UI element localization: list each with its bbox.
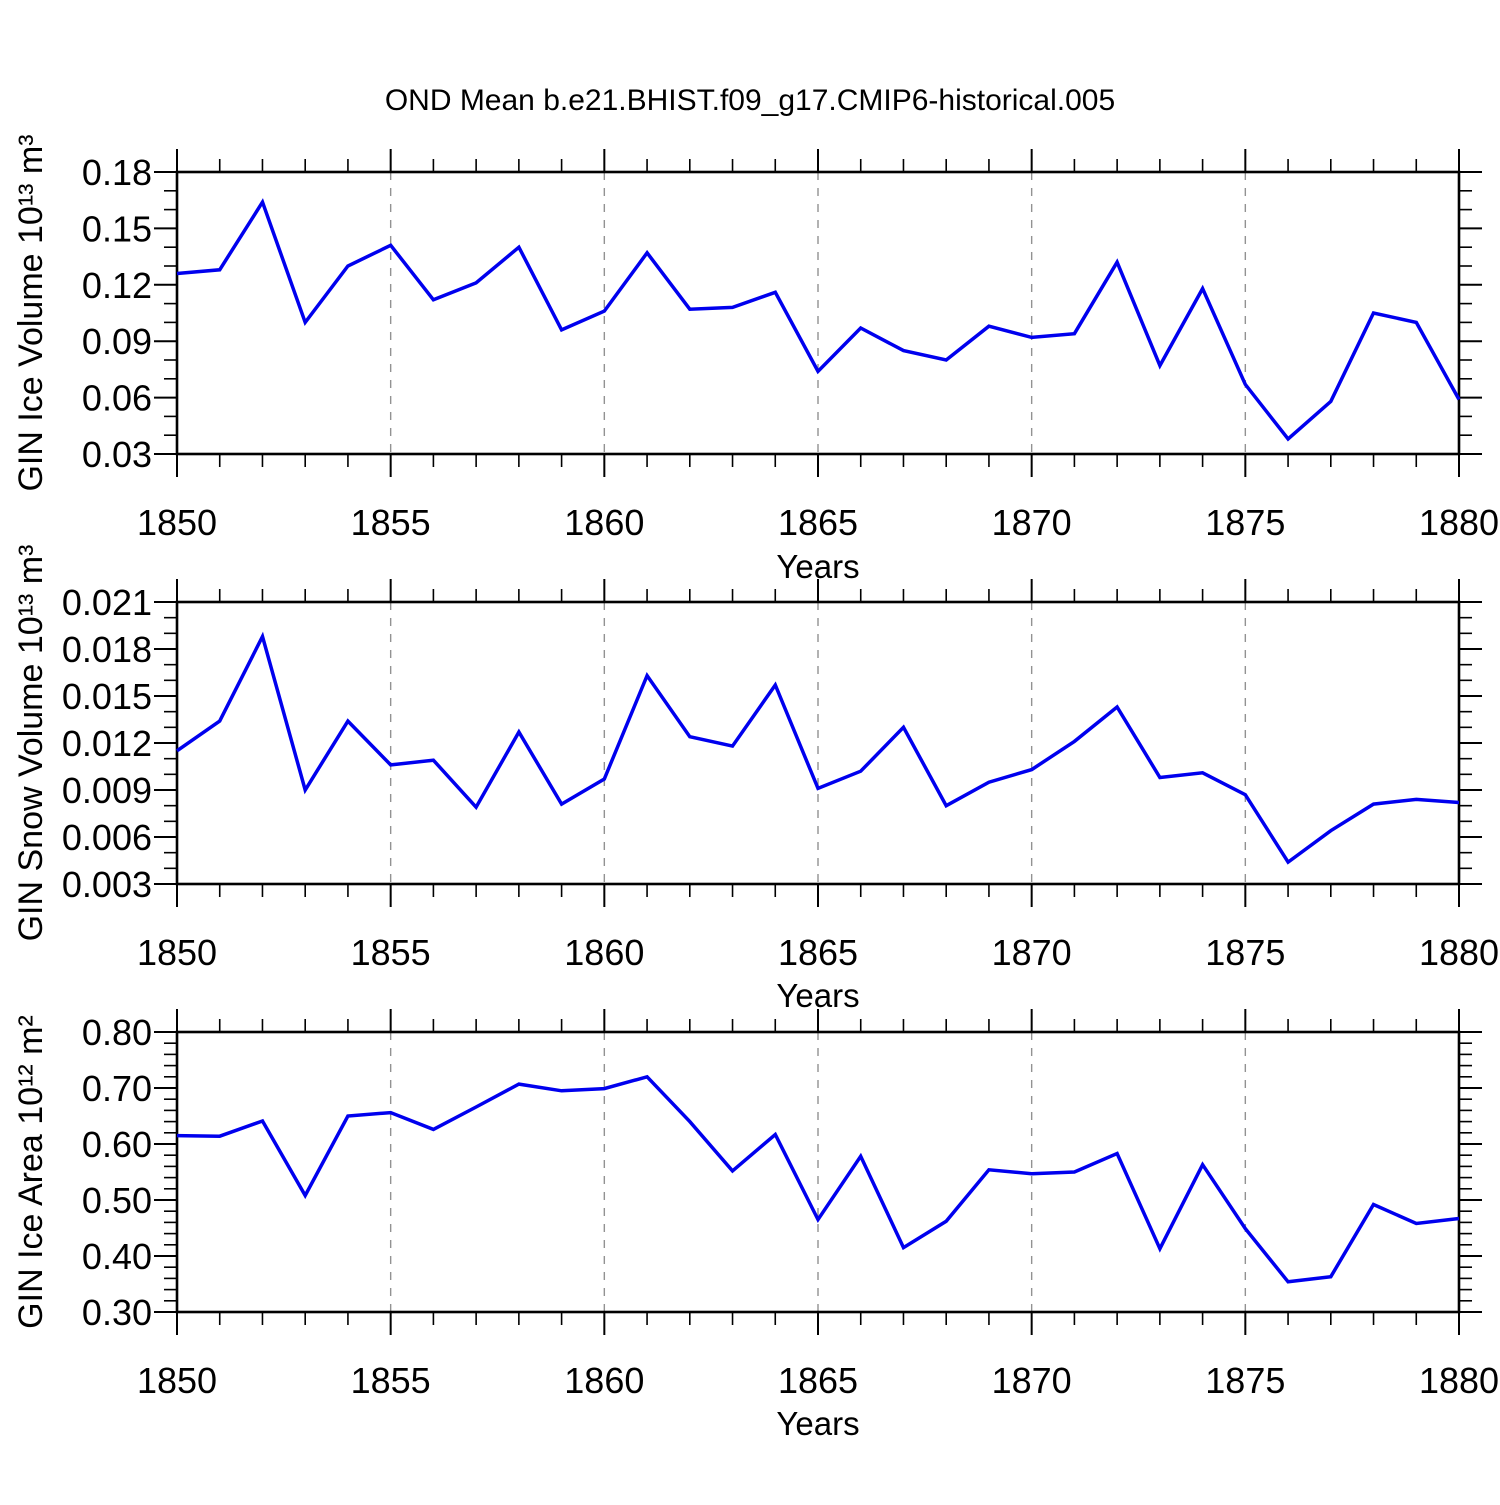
- y-tick-label: 0.009: [62, 770, 152, 811]
- x-tick-label: 1850: [137, 932, 217, 973]
- y-tick-label: 0.15: [82, 208, 152, 249]
- y-tick-label: 0.006: [62, 817, 152, 858]
- plot-frame: [175, 600, 1461, 886]
- x-tick-label: 1875: [1205, 1360, 1285, 1401]
- x-tick-label: 1865: [778, 932, 858, 973]
- page-title: OND Mean b.e21.BHIST.f09_g17.CMIP6-histo…: [385, 84, 1115, 117]
- x-tick-label: 1850: [137, 502, 217, 543]
- y-tick-label: 0.003: [62, 864, 152, 905]
- x-tick-label: 1880: [1419, 502, 1499, 543]
- x-tick-label: 1855: [351, 1360, 431, 1401]
- y-tick-label: 0.80: [82, 1012, 152, 1053]
- y-tick-label: 0.12: [82, 265, 152, 306]
- y-tick-label: 0.09: [82, 321, 152, 362]
- gin-ice-volume-chart: 0.18 0.15 0.12 0.09 0.06 0.03 1850 1855 1860 1865…: [82, 149, 1499, 543]
- y-tick-label: 0.30: [82, 1292, 152, 1333]
- data-line: [176, 198, 1461, 442]
- years-label-middle: Years: [776, 977, 859, 1014]
- years-label-top: Years: [776, 548, 859, 585]
- gin-snow-volume-chart: 0.021 0.018 0.015 0.012 0.009 0.006 0.003 1850 1…: [62, 579, 1499, 973]
- y-tick-label: 0.021: [62, 582, 152, 623]
- x-tick-label: 1880: [1419, 932, 1499, 973]
- x-tick-label: 1870: [992, 502, 1072, 543]
- plot-frame: [175, 170, 1461, 456]
- y-tick-label: 0.015: [62, 676, 152, 717]
- x-tick-label: 1860: [564, 932, 644, 973]
- x-tick-label: 1870: [992, 1360, 1072, 1401]
- ice-area-axis-title: GIN Ice Area 10¹² m²: [12, 1015, 50, 1329]
- x-tick-label: 1865: [778, 1360, 858, 1401]
- y-tick-label: 0.40: [82, 1236, 152, 1277]
- y-tick-label: 0.70: [82, 1068, 152, 1109]
- gin-ice-area-chart: 0.80 0.70 0.60 0.50 0.40 0.30 1850 1855 1860 1865…: [82, 1009, 1499, 1401]
- x-tick-label: 1850: [137, 1360, 217, 1401]
- plot-frame: [175, 1030, 1461, 1314]
- x-tick-label: 1855: [351, 502, 431, 543]
- y-tick-label: 0.018: [62, 629, 152, 670]
- y-tick-label: 0.18: [82, 152, 152, 193]
- x-tick-label: 1860: [564, 1360, 644, 1401]
- x-tick-label: 1870: [992, 932, 1072, 973]
- y-tick-label: 0.012: [62, 723, 152, 764]
- y-tick-label: 0.60: [82, 1124, 152, 1165]
- years-label-bottom: Years: [776, 1405, 859, 1442]
- x-tick-label: 1880: [1419, 1360, 1499, 1401]
- ice-volume-axis-title: GIN Ice Volume 10¹³ m³: [12, 134, 50, 491]
- data-line: [176, 1074, 1460, 1284]
- y-tick-label: 0.03: [82, 434, 152, 475]
- x-tick-label: 1860: [564, 502, 644, 543]
- y-tick-label: 0.50: [82, 1180, 152, 1221]
- x-tick-label: 1875: [1205, 502, 1285, 543]
- x-tick-label: 1855: [351, 932, 431, 973]
- data-line: [176, 631, 1460, 865]
- x-tick-label: 1875: [1205, 932, 1285, 973]
- y-tick-label: 0.06: [82, 378, 152, 419]
- x-tick-label: 1865: [778, 502, 858, 543]
- snow-volume-axis-title: GIN Snow Volume 10¹³ m³: [12, 545, 50, 942]
